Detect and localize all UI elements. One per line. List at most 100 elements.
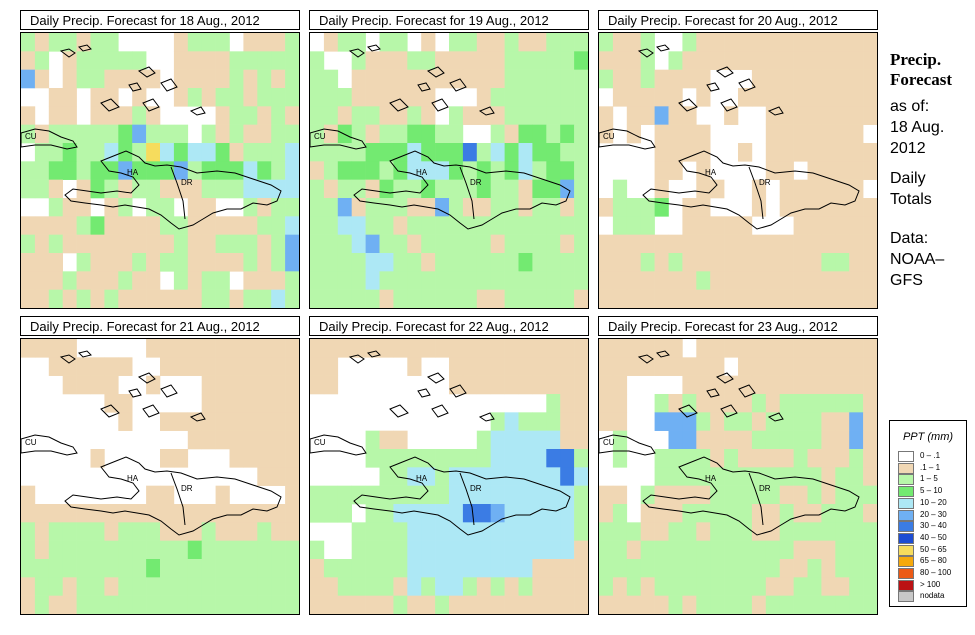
precip-cell bbox=[640, 33, 655, 52]
precip-cell bbox=[821, 289, 836, 308]
precip-cell bbox=[668, 540, 683, 560]
precip-cell bbox=[821, 179, 836, 199]
precip-cell bbox=[449, 198, 464, 217]
precip-cell bbox=[821, 143, 836, 162]
precip-cell bbox=[835, 69, 850, 89]
precip-cell bbox=[793, 143, 808, 162]
precip-cell bbox=[285, 559, 299, 578]
precip-cell bbox=[462, 504, 478, 523]
precip-cell bbox=[490, 198, 505, 217]
precip-cell bbox=[696, 430, 711, 450]
legend-label: 5 – 10 bbox=[920, 486, 943, 496]
precip-cell bbox=[215, 412, 230, 431]
precip-cell bbox=[504, 289, 519, 308]
precip-cell bbox=[310, 51, 325, 70]
legend-label: .1 – 1 bbox=[920, 462, 941, 472]
precip-map: CU HA DR bbox=[309, 32, 589, 309]
precip-cell bbox=[490, 271, 505, 290]
precip-cell bbox=[696, 577, 711, 596]
precip-cell bbox=[62, 289, 77, 308]
precip-cell bbox=[654, 271, 669, 290]
precip-cell bbox=[612, 412, 628, 431]
precip-cell bbox=[90, 271, 105, 290]
precip-cell bbox=[654, 161, 669, 180]
precip-cell bbox=[863, 522, 877, 541]
precip-cell bbox=[90, 253, 105, 272]
precip-cell bbox=[407, 234, 422, 254]
precip-cell bbox=[835, 577, 850, 596]
precip-cell bbox=[765, 522, 780, 541]
precip-cell bbox=[518, 357, 533, 376]
precip-cell bbox=[546, 88, 561, 107]
precip-cell bbox=[271, 198, 286, 217]
precip-cell bbox=[449, 33, 464, 52]
precip-cell bbox=[724, 577, 739, 596]
precip-cell bbox=[187, 33, 202, 52]
precip-cell bbox=[48, 540, 63, 560]
precip-cell bbox=[668, 394, 683, 413]
precip-cell bbox=[365, 485, 380, 505]
precip-cell bbox=[104, 69, 119, 89]
precip-cell bbox=[393, 339, 408, 358]
precip-cell bbox=[187, 430, 202, 450]
precip-cell bbox=[337, 106, 352, 125]
precip-cell bbox=[421, 339, 436, 358]
precip-cell bbox=[793, 289, 808, 308]
precip-cell bbox=[160, 577, 175, 596]
map-label-haiti: HA bbox=[416, 168, 428, 177]
precip-cell bbox=[34, 51, 50, 70]
precip-cell bbox=[365, 522, 380, 541]
precip-cell bbox=[793, 216, 808, 235]
precip-cell bbox=[668, 253, 683, 272]
precip-cell bbox=[504, 485, 519, 505]
precip-cell bbox=[518, 161, 533, 180]
precip-cell bbox=[779, 88, 794, 107]
legend-label: 30 – 40 bbox=[920, 521, 947, 531]
precip-cell bbox=[21, 124, 36, 144]
precip-cell bbox=[173, 412, 189, 431]
precip-cell bbox=[599, 69, 614, 89]
precip-cell bbox=[62, 143, 77, 162]
precip-cell bbox=[201, 271, 216, 290]
precip-cell bbox=[462, 143, 478, 162]
island-outline bbox=[59, 48, 76, 58]
precip-cell bbox=[215, 339, 230, 358]
precip-cell bbox=[546, 271, 561, 290]
precip-cell bbox=[738, 339, 753, 358]
precip-cell bbox=[546, 143, 561, 162]
precip-cell bbox=[476, 33, 491, 52]
precip-cell bbox=[793, 467, 808, 486]
precip-cell bbox=[323, 216, 339, 235]
precip-cell bbox=[271, 357, 286, 376]
precip-cell bbox=[574, 595, 588, 614]
precip-cell bbox=[132, 69, 147, 89]
precip-cell bbox=[710, 485, 725, 505]
precip-cell bbox=[160, 412, 175, 431]
precip-cell bbox=[34, 540, 50, 560]
precip-cell bbox=[285, 88, 299, 107]
precip-cell bbox=[626, 106, 641, 125]
precip-cell bbox=[835, 357, 850, 376]
precip-cell bbox=[285, 375, 299, 395]
precip-cell bbox=[599, 394, 614, 413]
precip-cell bbox=[462, 69, 478, 89]
precip-cell bbox=[849, 412, 864, 431]
precip-cell bbox=[271, 504, 286, 523]
precip-cell bbox=[132, 577, 147, 596]
island-outline bbox=[656, 350, 670, 358]
precip-cell bbox=[271, 271, 286, 290]
precip-cell bbox=[835, 143, 850, 162]
precip-cell bbox=[765, 339, 780, 358]
precip-cell bbox=[365, 540, 380, 560]
precip-cell bbox=[132, 540, 147, 560]
legend-swatch bbox=[898, 509, 914, 521]
precip-cell bbox=[532, 412, 547, 431]
precip-cell bbox=[765, 504, 780, 523]
precip-cell bbox=[532, 179, 547, 199]
precip-cell bbox=[807, 577, 822, 596]
precip-cell bbox=[285, 271, 299, 290]
precip-cell bbox=[146, 522, 161, 541]
precip-cell bbox=[490, 467, 505, 486]
precip-cell bbox=[146, 253, 161, 272]
